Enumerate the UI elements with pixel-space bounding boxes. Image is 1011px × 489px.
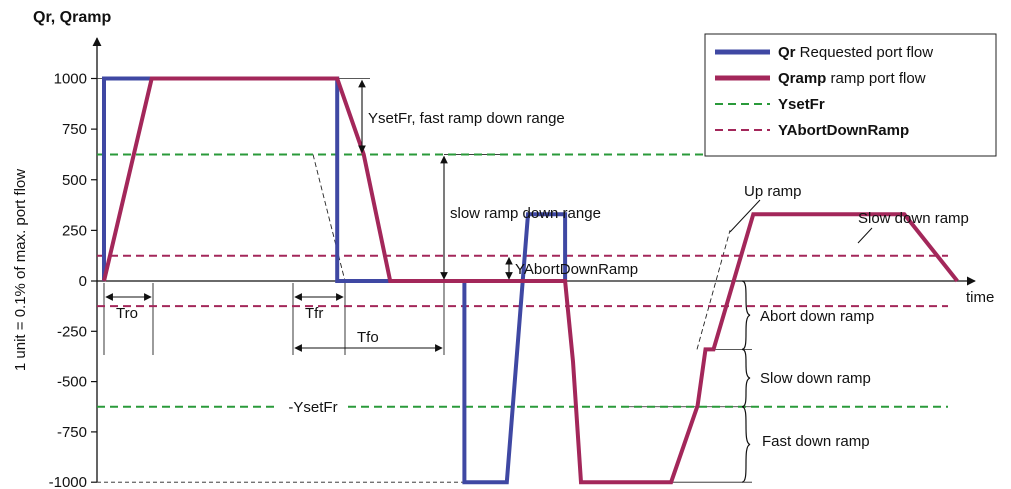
refline-label: -YsetFr [288,399,337,416]
annotation-fast-down-ramp: Fast down ramp [762,433,870,450]
legend-label-ysetfr: YsetFr [778,96,825,113]
up-ramp-leader [729,199,761,233]
annotation-tfo: Tfo [357,329,379,346]
abort-down-ramp-brace [741,280,751,351]
legend-label-qramp: Qramp ramp port flow [778,70,926,87]
y-tick-label: -750 [57,424,87,441]
annotation-abort-down-ramp: Abort down ramp [760,308,874,325]
y-axis-top-label: Qr, Qramp [33,9,111,26]
y-tick-label: 0 [79,273,87,290]
legend: Qr Requested port flow Qramp ramp port fl… [704,33,997,157]
legend-label-qr: Qr Requested port flow [778,44,933,61]
annotation-ysetfr-range: YsetFr, fast ramp down range [368,110,565,127]
y-tick-label: 250 [62,222,87,239]
legend-label-yabortdownramp: YAbortDownRamp [778,122,909,139]
slow-down-ramp-leader [857,227,873,244]
slow-down-ramp-brace [741,348,751,408]
y-tick-label: 1000 [54,71,87,88]
series-qramp [102,76,959,485]
y-tick-label: 500 [62,172,87,189]
annotation-slow-down-ramp: Slow down ramp [760,370,871,387]
y-tick-label: -500 [57,374,87,391]
helper-dashed-line [312,154,346,282]
annotation-slow-down-ramp-top: Slow down ramp [858,210,969,227]
annotation-yabort: YAbortDownRamp [515,261,638,278]
y-tick-label: 750 [62,121,87,138]
fast-down-ramp-brace [741,406,751,483]
y-tick-label: -250 [57,323,87,340]
annotation-slow-range: slow ramp down range [450,205,601,222]
annotation-tfr: Tfr [305,305,323,322]
x-axis-label: time [966,289,994,306]
y-tick-label: -1000 [49,474,87,489]
annotation-up-ramp: Up ramp [744,183,802,200]
helper-dashed-line [696,230,731,350]
annotation-tro: Tro [116,305,138,322]
y-axis-label: 1 unit = 0.1% of max. port flow [12,169,29,371]
